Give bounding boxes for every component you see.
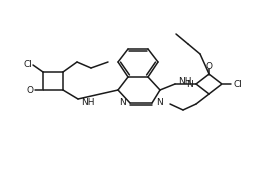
Text: O: O bbox=[205, 62, 212, 71]
Text: Cl: Cl bbox=[24, 60, 32, 68]
Text: O: O bbox=[26, 85, 33, 94]
Text: Cl: Cl bbox=[234, 79, 243, 89]
Text: N: N bbox=[156, 98, 163, 106]
Text: N: N bbox=[186, 79, 193, 89]
Text: N: N bbox=[119, 98, 126, 106]
Text: NH: NH bbox=[178, 77, 191, 85]
Text: NH: NH bbox=[81, 98, 95, 106]
